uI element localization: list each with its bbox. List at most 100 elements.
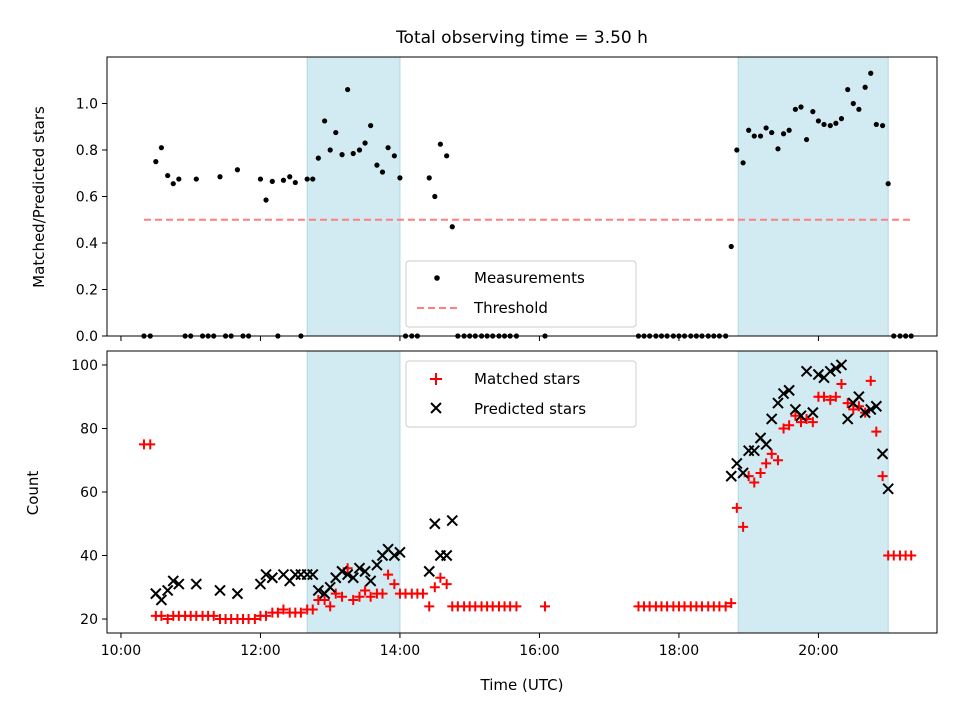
measurements-point (263, 197, 269, 203)
measurements-point (810, 109, 816, 115)
matched-stars-point (807, 417, 818, 428)
predicted-stars-point (429, 518, 441, 530)
measurements-point (280, 177, 287, 183)
measurements-point (873, 121, 879, 128)
counts-legend-box (405, 360, 637, 428)
matched-stars-point (249, 614, 260, 625)
counts-y-tick-label: 20 (80, 612, 98, 628)
legend-matched-marker (430, 373, 442, 385)
predicted-stars-point (824, 365, 836, 378)
measurements-point (786, 127, 792, 133)
counts-y-tick-label: 80 (80, 421, 98, 437)
matched-stars-point (842, 398, 853, 409)
predicted-stars-point (155, 594, 168, 606)
measurements-legend: Measurements Threshold (405, 260, 637, 328)
measurements-point (333, 129, 339, 136)
legend-threshold-label: Threshold (473, 299, 548, 317)
measurements-point (734, 147, 740, 153)
measurements-point (757, 133, 764, 139)
matched-stars-point (790, 410, 801, 421)
legend-measurements-label: Measurements (474, 269, 585, 287)
predicted-stars-point (870, 400, 883, 412)
measurements-point (217, 174, 223, 180)
matched-stars-point (417, 588, 428, 599)
matched-stars-point (435, 572, 446, 583)
predicted-stars-point (254, 578, 267, 590)
measurements-point (158, 145, 165, 151)
measurements-point (827, 122, 833, 129)
measurements-point (444, 153, 450, 159)
predicted-stars-point (324, 581, 336, 593)
predicted-stars-point (882, 483, 894, 495)
predicted-stars-point (388, 549, 401, 562)
predicted-stars-point (737, 467, 749, 479)
matched-stars-point (162, 614, 173, 625)
matched-stars-point (360, 585, 371, 596)
measurements-axes-frame (106, 56, 938, 337)
matched-stars-point (348, 594, 359, 605)
measurements-y-tick-label: 0.6 (76, 190, 98, 206)
matched-stars-point (766, 448, 777, 459)
matched-stars-point (731, 502, 742, 513)
predicted-stars-point (760, 438, 772, 451)
counts-x-tick-label: 14:00 (380, 643, 420, 659)
matched-stars-point (377, 588, 388, 599)
predicted-stars-point (353, 562, 366, 574)
predicted-stars-point (260, 568, 272, 581)
counts-panel: 20 40 60 80 100 10:00 12:00 14:00 16:00 18:00 20:0… (24, 350, 938, 694)
predicted-stars-point (307, 568, 319, 581)
counts-x-tick-label: 10:00 (101, 643, 141, 659)
measurements-point (287, 174, 293, 180)
measurements-point (838, 116, 845, 122)
predicted-stars-point (423, 565, 435, 578)
counts-y-tick-label: 40 (80, 549, 98, 565)
matched-stars-point (337, 591, 348, 602)
predicted-stars-point (190, 578, 202, 590)
measurements-point (763, 125, 769, 131)
measurements-y-axis-label: Matched/Predicted stars (30, 106, 48, 288)
matched-stars-point (836, 379, 847, 390)
measurements-y-tick-label: 1.0 (76, 97, 98, 113)
measurements-point (775, 146, 781, 152)
predicted-stars-point (266, 572, 279, 584)
matched-stars-point (825, 394, 836, 405)
matched-stars-point (319, 594, 330, 605)
measurements-point (833, 120, 839, 126)
predicted-stars-point (440, 549, 453, 562)
legend-predicted-label: Predicted stars (474, 400, 586, 418)
predicted-stars-point (783, 384, 795, 397)
matched-stars-point (325, 601, 336, 612)
measurements-point (815, 118, 822, 124)
matched-stars-point (354, 591, 365, 602)
matched-stars-point (389, 579, 400, 590)
matched-stars-point (424, 601, 435, 612)
measurements-point (769, 129, 775, 136)
matched-stars-point (778, 423, 789, 434)
measurements-point (385, 145, 391, 151)
counts-shaded-interval-1 (737, 350, 889, 634)
measurements-point (153, 159, 159, 165)
matched-stars-point (330, 588, 341, 599)
predicted-stars-point (765, 413, 778, 425)
measurements-point (322, 118, 328, 124)
predicted-stars-point (336, 565, 348, 578)
measurements-panel: 0.0 0.2 0.4 0.6 0.8 1.0 Total observing time … (30, 28, 938, 345)
matched-stars-point (877, 471, 888, 482)
measurements-y-tick-label: 0.4 (76, 236, 98, 252)
measurements-point (391, 153, 397, 159)
matched-stars-point (145, 439, 156, 450)
legend-matched-label: Matched stars (474, 370, 580, 388)
predicted-stars-point (777, 387, 790, 400)
counts-y-tick-label: 60 (80, 485, 98, 501)
predicted-stars-point (364, 575, 377, 587)
predicted-stars-point (371, 559, 383, 571)
measurements-point (862, 84, 868, 90)
predicted-stars-point (231, 587, 244, 600)
predicted-stars-point (214, 584, 226, 597)
measurements-point (803, 136, 810, 143)
predicted-stars-point (876, 448, 889, 460)
predicted-stars-point (853, 391, 865, 403)
measurements-point (310, 176, 316, 182)
measurements-point (176, 176, 182, 182)
matched-stars-point (871, 426, 882, 437)
